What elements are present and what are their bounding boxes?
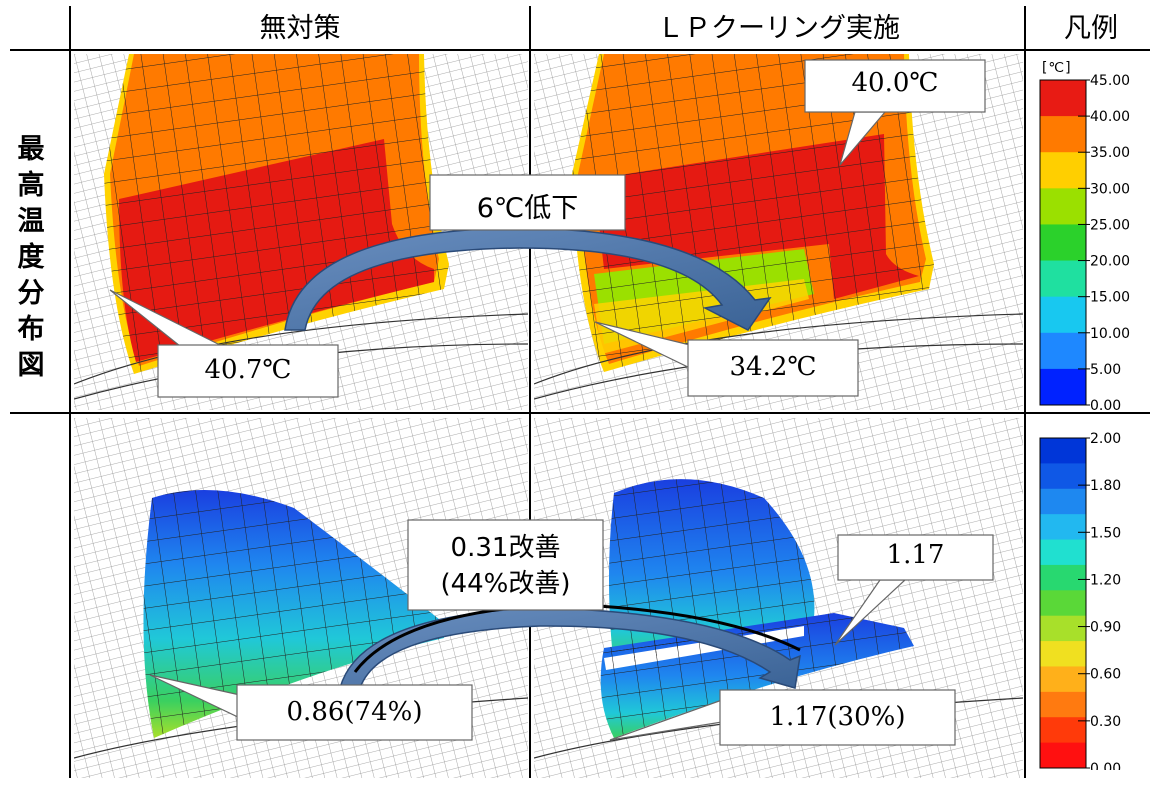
callout-box [804, 59, 986, 113]
header-no-measure: 無対策 [259, 13, 341, 44]
legend-ratio-swatch [1040, 691, 1086, 718]
legend-temp-swatch [1040, 224, 1086, 262]
callout-box [407, 519, 604, 611]
callout-pointer [609, 699, 723, 741]
legend-ratio-border [1039, 437, 1087, 769]
callout-max-temp-lp-bottom: 34.2℃ [729, 352, 817, 382]
legend-ratio-swatch [1040, 717, 1086, 744]
legend-temp-border [1039, 79, 1087, 406]
legend-ratio-swatch [1040, 590, 1086, 617]
arrow-top-row [284, 227, 772, 331]
row-label-char: 度 [17, 242, 45, 273]
legend-ratio-swatch [1040, 438, 1086, 464]
legend-temp-tick-label: 25.00 [1090, 217, 1130, 233]
callout-box [157, 344, 339, 398]
legend-ratio-tick-label: 1.50 [1090, 525, 1121, 541]
legend-temp-tick-label: 30.00 [1090, 181, 1130, 197]
legend-ratio-tick-label: 0.00 [1090, 761, 1121, 770]
legend-ratio-tick-label: 1.80 [1090, 478, 1121, 494]
legend-temp-colorbar: 45.00 40.00 35.00 30.00 25.00 20.00 15.00 10.00… [1039, 73, 1130, 410]
legend-temp-tick-label: 20.00 [1090, 254, 1130, 270]
legend-ratio-swatch [1040, 488, 1086, 515]
legend-ratio-tick-label: 2.00 [1090, 431, 1121, 447]
callout-box [687, 339, 859, 397]
legend-temp-tick-label: 5.00 [1090, 362, 1121, 378]
callout-pointer [594, 321, 691, 369]
legend-temp-swatch [1040, 368, 1086, 406]
legend-ratio-colorbar: 2.00 1.80 1.50 1.20 0.90 0.60 0.30 0.00 [1039, 431, 1121, 770]
legend-ratio-swatch [1040, 615, 1086, 642]
callout-box [236, 684, 473, 741]
temp-map-no-measure [74, 54, 528, 410]
row-label-char: 高 [17, 170, 45, 201]
callout-ratio-no-measure: 0.86(74%) [286, 697, 423, 727]
legend-ratio-swatch [1040, 666, 1086, 693]
row-label-char: 図 [17, 350, 45, 381]
row-label-char: 分 [17, 278, 45, 309]
temp-map-lp-cooling [534, 54, 1023, 410]
header-legend: 凡例 [1064, 13, 1118, 44]
legend-ratio-tick-label: 0.90 [1090, 620, 1121, 636]
legend-temp-swatch [1040, 296, 1086, 334]
callout-box [719, 689, 956, 746]
arrow-label-temp-drop: 6℃低下 [476, 193, 579, 224]
callout-max-temp-lp-top: 40.0℃ [851, 68, 939, 98]
legend-temp-tick-label: 40.00 [1090, 109, 1130, 125]
legend-temp-swatch [1040, 260, 1086, 298]
legend-ratio-swatch [1040, 641, 1086, 667]
legend-temp-tick-label: 45.00 [1090, 73, 1130, 89]
callout-max-temp-no-measure: 40.7℃ [204, 355, 292, 385]
legend-temp-swatch [1040, 188, 1086, 225]
legend-ratio-tick-label: 0.30 [1090, 714, 1121, 730]
legend-ratio-swatch [1040, 564, 1086, 591]
legend-temp-tick-label: 35.00 [1090, 145, 1130, 161]
row-label-char: 最 [17, 134, 45, 165]
header-lp-cooling: ＬＰクーリング実施 [657, 13, 900, 44]
callout-pointer [839, 111, 887, 166]
callout-box [429, 174, 626, 231]
arrow-label-improvement-line2: (44%改善) [440, 569, 571, 599]
legend-temp-swatch [1040, 152, 1086, 189]
arrow-bottom-row [339, 607, 801, 689]
legend-temp-swatch [1040, 116, 1086, 153]
legend-temp-unit: [℃] [1040, 60, 1073, 76]
arrow-label-improvement-line1: 0.31改善 [450, 533, 561, 563]
legend-ratio-tick-label: 1.20 [1090, 572, 1121, 588]
legend-temp-tick-label: 15.00 [1090, 290, 1130, 306]
legend-temp-tick-label: 10.00 [1090, 326, 1130, 342]
legend-temp-swatch [1040, 332, 1086, 370]
callout-ratio-lp-bottom: 1.17(30%) [769, 702, 906, 732]
callout-pointer [109, 289, 222, 351]
row-label-char: 温 [17, 206, 45, 237]
callout-ratio-lp-top: 1.17 [886, 540, 945, 570]
legend-ratio-swatch [1040, 742, 1086, 769]
callout-pointer [149, 674, 241, 719]
callout-pointer [834, 579, 907, 646]
row-label-max-temp: 最 高 温 度 分 布 図 [14, 132, 48, 384]
legend-ratio-tick-label: 0.60 [1090, 667, 1121, 683]
legend-temp-tick-label: 0.00 [1090, 398, 1121, 410]
legend-ratio-swatch [1040, 539, 1086, 566]
callout-box [837, 534, 994, 581]
row-label-char: 布 [17, 314, 45, 345]
legend-ratio-swatch [1040, 514, 1086, 541]
legend-temp-swatch [1040, 80, 1086, 117]
arrow-label-improvement: 0.31改善 (44%改善) [408, 530, 603, 602]
